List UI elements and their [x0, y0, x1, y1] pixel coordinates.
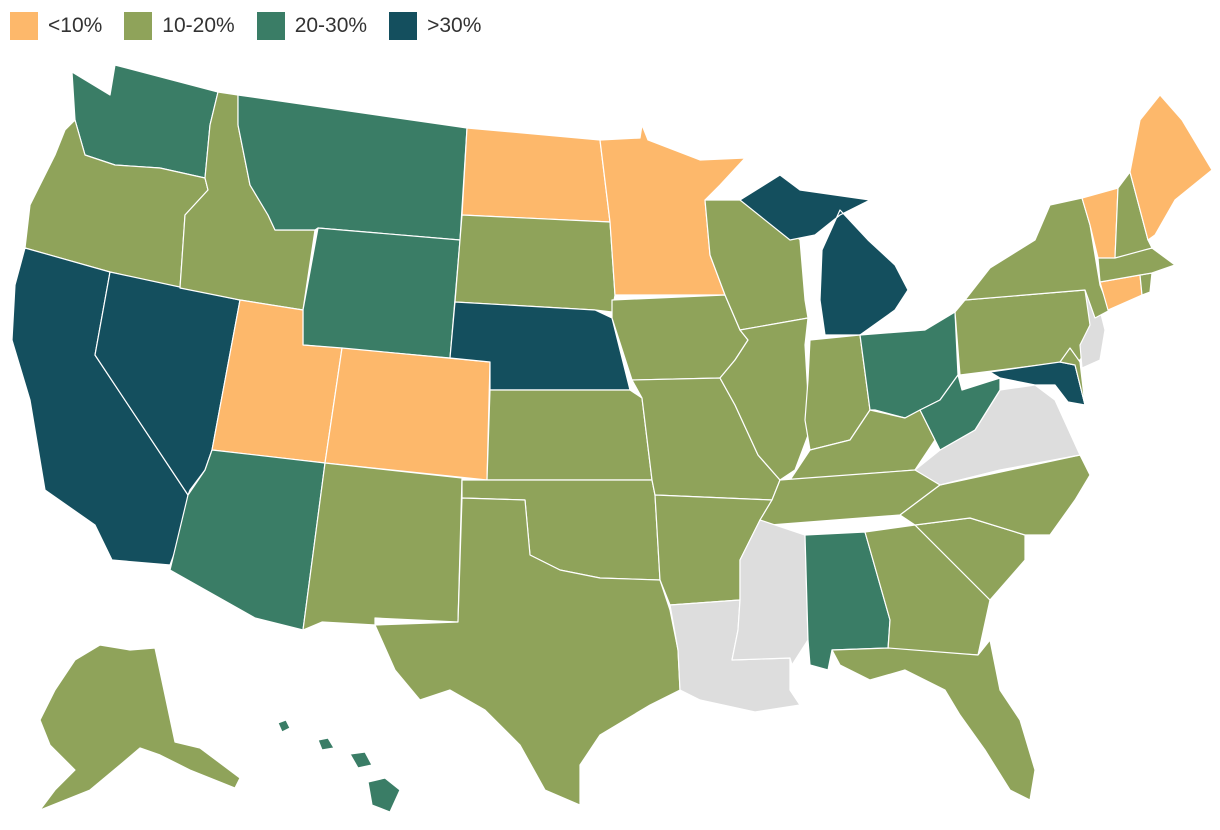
state-sd[interactable]: [454, 214, 616, 313]
legend-label: >30%: [427, 14, 482, 37]
state-hi[interactable]: [277, 719, 401, 813]
state-mt[interactable]: [237, 94, 468, 241]
state-mi[interactable]: [739, 174, 909, 336]
legend-item-10-20: 10-20%: [124, 12, 235, 40]
state-me[interactable]: [1129, 94, 1213, 241]
state-vt[interactable]: [1081, 187, 1119, 259]
map-legend: <10% 10-20% 20-30% >30%: [10, 12, 481, 40]
legend-swatch: [256, 12, 285, 40]
state-ak[interactable]: [39, 644, 241, 811]
state-nm[interactable]: [302, 462, 463, 631]
state-nd[interactable]: [461, 127, 611, 223]
state-ri[interactable]: [1139, 272, 1153, 296]
state-co[interactable]: [324, 347, 491, 481]
state-de[interactable]: [1059, 347, 1086, 406]
state-ia[interactable]: [611, 294, 749, 381]
state-tx[interactable]: [374, 497, 681, 806]
legend-item-20-30: 20-30%: [256, 12, 368, 40]
legend-item-over-30: >30%: [389, 12, 481, 40]
state-ks[interactable]: [486, 389, 653, 481]
state-ms[interactable]: [731, 519, 809, 666]
legend-swatch: [10, 12, 38, 40]
legend-swatch: [389, 12, 418, 40]
state-nh[interactable]: [1114, 171, 1153, 259]
state-wy[interactable]: [302, 227, 461, 359]
legend-label: <10%: [48, 14, 103, 37]
state-mn[interactable]: [599, 124, 746, 296]
legend-swatch: [124, 12, 153, 40]
state-fl[interactable]: [831, 639, 1036, 801]
state-il[interactable]: [719, 317, 811, 481]
legend-label: 20-30%: [294, 14, 368, 37]
legend-label: 10-20%: [162, 14, 235, 37]
state-wv[interactable]: [919, 374, 1001, 451]
state-nc[interactable]: [899, 454, 1091, 536]
legend-item-under-10: <10%: [10, 12, 102, 40]
